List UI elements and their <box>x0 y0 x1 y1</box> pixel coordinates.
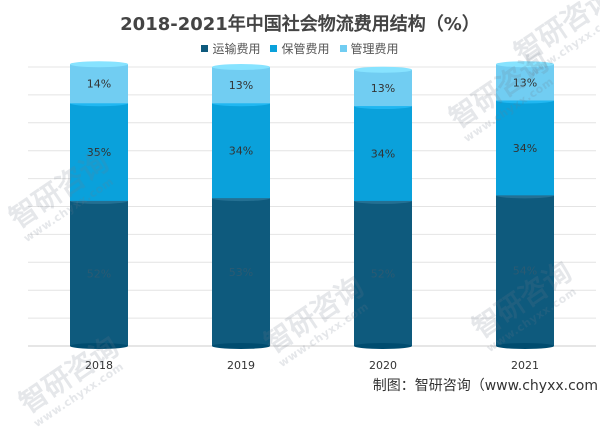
bar-base-cap <box>496 343 554 349</box>
data-label: 13% <box>371 82 395 95</box>
bar-segment <box>70 200 128 346</box>
bar-segment <box>70 103 128 201</box>
bar-base-cap <box>70 343 128 349</box>
legend-item-management: 管理费用 <box>339 40 399 57</box>
data-label: 34% <box>229 145 253 158</box>
legend: 运输费用 保管费用 管理费用 <box>0 40 600 57</box>
bar-segment <box>496 64 554 101</box>
bar-segment <box>496 195 554 346</box>
legend-item-transport: 运输费用 <box>201 40 260 57</box>
legend-item-storage: 保管费用 <box>270 40 330 57</box>
legend-label-storage: 保管费用 <box>281 42 330 56</box>
x-tick-label: 2018 <box>85 359 113 372</box>
bar-stack-2020: 52% 34% 13% <box>354 66 412 349</box>
data-label: 53% <box>229 266 253 279</box>
bar-segment <box>70 64 128 104</box>
bar-segment <box>354 200 412 346</box>
data-label: 13% <box>513 76 537 89</box>
data-label: 52% <box>371 267 395 280</box>
bar-base-cap <box>212 343 270 349</box>
legend-label-transport: 运输费用 <box>212 42 261 56</box>
x-tick-label: 2020 <box>369 359 397 372</box>
data-label: 34% <box>371 147 395 160</box>
x-tick-label: 2019 <box>227 359 255 372</box>
data-label: 14% <box>87 78 111 91</box>
legend-swatch-storage <box>270 45 278 52</box>
bar-segment <box>354 106 412 201</box>
bar-segment <box>496 100 554 196</box>
source-footer: 制图：智研咨询（www.chyxx.com <box>372 378 598 394</box>
bar-base-cap <box>354 343 412 349</box>
bar-stack-2018: 52% 35% 14% <box>70 61 128 349</box>
chart-title: 2018-2021年中国社会物流费用结构（%） <box>120 14 480 35</box>
legend-swatch-management <box>339 45 347 52</box>
data-label: 52% <box>87 267 111 280</box>
bar-segment <box>212 198 270 346</box>
legend-swatch-transport <box>201 45 209 52</box>
bar-segment-cap <box>70 61 128 68</box>
x-tick-label: 2021 <box>511 359 539 372</box>
stacked-bar-chart: 52% 35% 14% 2018 53% 34% 13% 2019 52% 34% 13% 2020 5… <box>28 61 596 372</box>
data-label: 34% <box>513 142 537 155</box>
bar-segment-cap <box>354 66 412 73</box>
bar-stack-2019: 53% 34% 13% <box>212 64 270 349</box>
bar-segment <box>212 103 270 199</box>
data-label: 13% <box>229 79 253 92</box>
bar-segment <box>354 69 412 107</box>
bar-segment <box>212 67 270 104</box>
bar-segment-cap <box>212 64 270 70</box>
legend-label-management: 管理费用 <box>350 42 399 56</box>
bar-segment-cap <box>496 61 554 68</box>
data-label: 35% <box>87 146 111 159</box>
bar-stack-2021: 54% 34% 13% <box>496 61 554 349</box>
data-label: 54% <box>513 265 537 278</box>
